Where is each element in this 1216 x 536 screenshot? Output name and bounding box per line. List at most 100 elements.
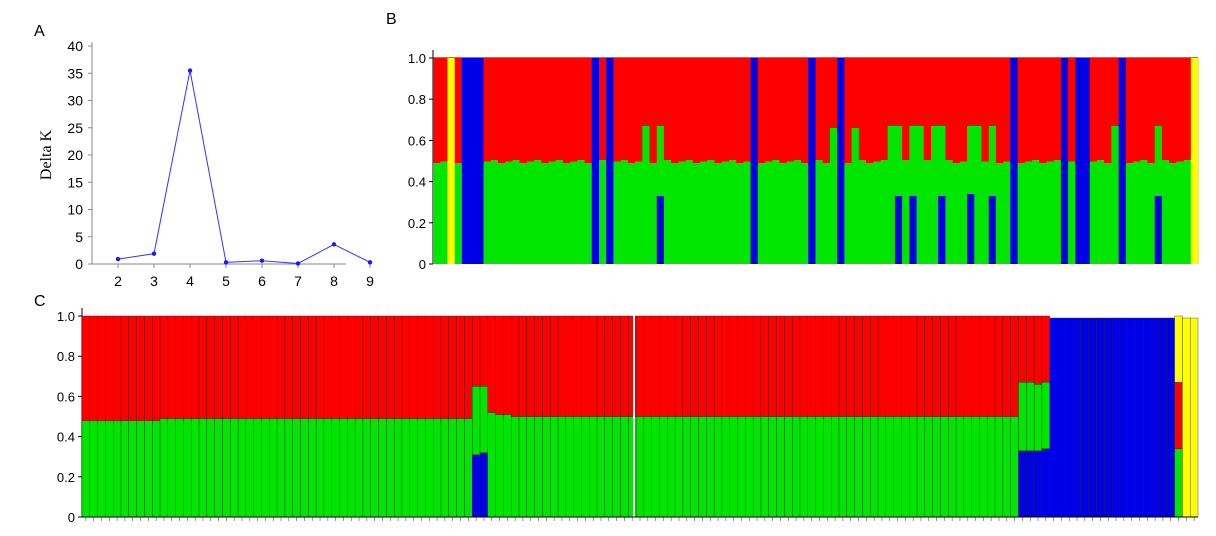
admixture-bar-segment	[988, 58, 997, 126]
admixture-bar-segment	[851, 58, 860, 129]
admixture-bar-segment	[440, 418, 449, 518]
admixture-bar-segment	[792, 416, 801, 518]
admixture-bar-segment	[721, 161, 730, 264]
admixture-bar-segment	[519, 163, 528, 264]
admixture-bar-segment	[967, 58, 975, 126]
admixture-bar-segment	[974, 125, 982, 264]
admixture-bar-segment	[1057, 317, 1066, 518]
admixture-bar-segment	[779, 58, 788, 164]
admixture-bar-segment	[940, 315, 949, 417]
admixture-bar-segment	[417, 418, 426, 518]
admixture-bar-segment	[1046, 161, 1055, 264]
admixture-bar-segment	[483, 58, 492, 162]
admixture-bar-segment	[1174, 315, 1183, 383]
admixture-bar-segment	[370, 418, 379, 518]
admixture-bar-segment	[685, 160, 694, 264]
admixture-bar-segment	[339, 315, 348, 419]
admixture-bar-segment	[401, 315, 410, 419]
admixture-bar-segment	[743, 58, 751, 162]
admixture-bar-segment	[745, 416, 754, 518]
y-tick-label: 1.0	[57, 309, 75, 324]
admixture-bar-segment	[1161, 160, 1170, 264]
admixture-bar-segment	[1111, 317, 1121, 518]
admixture-bar-segment	[354, 315, 364, 419]
admixture-bar-segment	[932, 315, 941, 417]
admixture-bar-segment	[253, 315, 262, 419]
y-tick-label: 0	[419, 257, 426, 272]
admixture-bar-segment	[923, 58, 932, 161]
admixture-bar-segment	[1147, 58, 1156, 164]
admixture-bar-segment	[955, 315, 965, 417]
admixture-bar-segment	[206, 418, 215, 518]
admixture-bar-segment	[656, 125, 665, 197]
admixture-bar-segment	[916, 315, 926, 417]
admixture-bar-segment	[714, 163, 723, 264]
admixture-bar-segment	[97, 315, 106, 421]
y-tick-label: 40	[67, 38, 83, 54]
admixture-bar-segment	[909, 58, 917, 126]
admixture-bar-segment	[877, 416, 887, 518]
admixture-bar-segment	[757, 58, 766, 164]
admixture-bar-segment	[409, 315, 418, 419]
admixture-bar-segment	[1068, 161, 1076, 264]
admixture-bar-segment	[1002, 315, 1011, 417]
admixture-bar-segment	[736, 58, 744, 164]
admixture-bar-segment	[1026, 382, 1035, 451]
admixture-bar-segment	[1080, 317, 1089, 518]
admixture-bar-segment	[526, 58, 535, 162]
admixture-bar-segment	[276, 418, 286, 518]
admixture-bar-segment	[870, 416, 879, 518]
admixture-bar-segment	[667, 416, 676, 518]
admixture-bar-segment	[760, 416, 769, 518]
admixture-bar-segment	[1183, 160, 1192, 264]
admixture-bar-segment	[120, 420, 130, 518]
x-tick-label: 7	[294, 273, 302, 289]
admixture-bar-segment	[698, 416, 707, 518]
admixture-bar-segment	[456, 418, 465, 518]
admixture-bar-segment	[1017, 58, 1026, 164]
admixture-bar-segment	[505, 161, 513, 264]
admixture-bar-segment	[764, 58, 773, 162]
admixture-bar-segment	[167, 418, 176, 518]
admixture-bar-segment	[799, 416, 808, 518]
y-tick-label: 20	[67, 147, 83, 163]
admixture-bar-segment	[938, 125, 946, 197]
admixture-bar-segment	[635, 161, 643, 264]
admixture-bar-segment	[526, 161, 535, 264]
admixture-bar-segment	[1018, 450, 1027, 518]
admixture-bar-segment	[707, 160, 715, 264]
admixture-bar-segment	[627, 58, 636, 164]
admixture-bar-segment	[873, 161, 881, 264]
admixture-bar-segment	[948, 315, 957, 417]
admixture-bar-segment	[894, 196, 903, 264]
admixture-bar-segment	[786, 58, 795, 162]
admixture-bar-segment	[713, 315, 723, 417]
admixture-bar-segment	[1174, 448, 1183, 518]
admixture-bar-segment	[526, 315, 535, 417]
admixture-bar-segment	[1190, 58, 1199, 264]
admixture-bar-segment	[534, 315, 543, 417]
admixture-bar-segment	[893, 416, 902, 518]
admixture-bar-segment	[784, 416, 793, 518]
admixture-bar-segment	[581, 315, 590, 417]
admixture-bar-segment	[994, 416, 1004, 518]
admixture-bar-segment	[604, 416, 613, 518]
panel-a-delta-k-plot: 0 5 10 15 20 25 30 35 40 2 3 4 5 6 7 8 9 Delta K	[38, 38, 374, 289]
admixture-bar-segment	[1183, 58, 1192, 161]
admixture-bar-segment	[772, 160, 780, 264]
admixture-bar-segment	[584, 163, 593, 264]
admixture-bar-segment	[534, 416, 543, 518]
admixture-bar-segment	[362, 315, 371, 419]
admixture-bar-segment	[300, 418, 309, 518]
admixture-bar-segment	[1002, 416, 1011, 518]
admixture-bar-segment	[700, 161, 708, 264]
panel-b-structure-plot: 0 0.2 0.4 0.6 0.8 1.0	[408, 50, 1199, 272]
admixture-bar-segment	[924, 416, 933, 518]
admixture-bar-segment	[971, 315, 980, 417]
admixture-bar-segment	[807, 416, 816, 518]
admixture-bar-segment	[562, 58, 571, 164]
admixture-bar-segment	[768, 315, 777, 417]
admixture-bar-segment	[347, 418, 356, 518]
admixture-bar-segment	[97, 420, 106, 518]
